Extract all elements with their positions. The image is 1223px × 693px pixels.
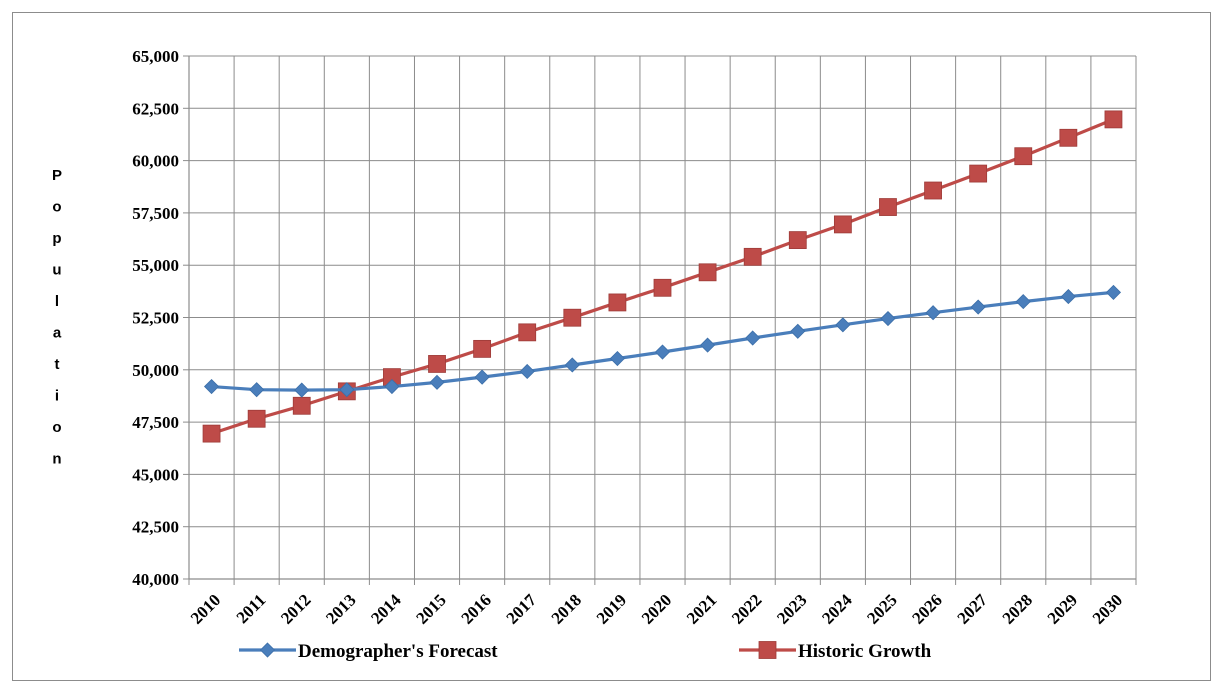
y-axis-label-letter: i bbox=[55, 388, 59, 405]
y-tick-label: 42,500 bbox=[132, 518, 179, 537]
x-tick-label: 2014 bbox=[367, 590, 405, 628]
axes bbox=[183, 55, 1137, 585]
y-tick-label: 45,000 bbox=[132, 465, 179, 484]
data-point-diamond bbox=[564, 357, 580, 373]
data-point-square bbox=[518, 323, 537, 342]
data-point-square bbox=[1104, 110, 1123, 129]
gridlines bbox=[188, 55, 1137, 580]
y-tick-label: 62,500 bbox=[132, 99, 179, 118]
data-point-diamond bbox=[790, 323, 806, 339]
data-point-square bbox=[969, 164, 988, 183]
data-point-square bbox=[1014, 147, 1033, 166]
y-tick-label: 60,000 bbox=[132, 152, 179, 171]
data-point-diamond bbox=[835, 317, 851, 333]
x-tick-label: 2015 bbox=[412, 590, 449, 627]
legend: Demographer's Forecast Historic Growth bbox=[239, 641, 932, 662]
y-tick-label: 65,000 bbox=[132, 47, 179, 66]
data-point-diamond bbox=[384, 378, 400, 395]
data-point-diamond bbox=[700, 337, 716, 353]
y-axis-label-letter: P bbox=[52, 167, 62, 184]
data-point-square bbox=[563, 308, 582, 327]
legend-label: Historic Growth bbox=[798, 641, 932, 662]
data-point-diamond bbox=[745, 330, 761, 346]
data-point-square bbox=[247, 409, 266, 428]
data-point-diamond bbox=[519, 363, 535, 380]
data-point-square bbox=[879, 198, 897, 216]
legend-item-demographers-forecast: Demographer's Forecast bbox=[239, 641, 498, 662]
data-point-square bbox=[473, 339, 492, 358]
y-tick-label: 50,000 bbox=[132, 361, 179, 380]
data-point-square bbox=[833, 215, 852, 234]
y-tick-labels: 40,000 42,500 45,000 47,500 50,000 52,500 55,0… bbox=[132, 47, 179, 589]
x-tick-label: 2016 bbox=[457, 590, 494, 627]
y-tick-label: 55,000 bbox=[132, 256, 179, 275]
x-tick-label: 2020 bbox=[638, 590, 675, 627]
x-tick-label: 2013 bbox=[322, 590, 359, 627]
x-tick-label: 2028 bbox=[999, 590, 1036, 627]
x-tick-labels: 2010 2011 2012 2013 2014 2015 2016 2017 2018 2019… bbox=[187, 590, 1126, 628]
series-historic-growth bbox=[202, 110, 1123, 443]
x-tick-label: 2025 bbox=[863, 590, 900, 627]
chart-frame bbox=[12, 12, 1211, 681]
data-point-square bbox=[743, 247, 762, 266]
data-point-square bbox=[758, 641, 777, 659]
data-point-square bbox=[698, 263, 717, 282]
data-point-diamond bbox=[249, 382, 265, 398]
y-axis-label-letter: t bbox=[55, 356, 60, 373]
legend-item-historic-growth: Historic Growth bbox=[739, 641, 932, 662]
data-point-diamond bbox=[259, 642, 276, 658]
x-tick-label: 2026 bbox=[908, 590, 945, 627]
x-tick-label: 2024 bbox=[818, 590, 856, 628]
y-axis-label-letter: o bbox=[52, 199, 61, 216]
series-demographers-forecast bbox=[203, 284, 1122, 398]
data-point-square bbox=[428, 355, 446, 373]
data-point-square bbox=[924, 181, 942, 200]
data-point-square bbox=[1059, 128, 1078, 147]
data-point-diamond bbox=[294, 382, 310, 398]
x-tick-label: 2022 bbox=[728, 590, 765, 627]
y-axis-label-letter: a bbox=[53, 325, 62, 342]
data-point-diamond bbox=[1015, 294, 1031, 310]
x-tick-label: 2012 bbox=[277, 590, 314, 627]
y-tick-label: 40,000 bbox=[132, 570, 179, 589]
data-point-diamond bbox=[1105, 284, 1122, 300]
x-tick-label: 2029 bbox=[1044, 590, 1081, 627]
data-point-diamond bbox=[203, 378, 220, 395]
x-tick-label: 2010 bbox=[187, 590, 224, 627]
y-axis-label-letter: o bbox=[52, 419, 61, 436]
legend-label: Demographer's Forecast bbox=[298, 641, 498, 662]
x-tick-label: 2023 bbox=[773, 590, 810, 627]
data-point-square bbox=[653, 278, 672, 297]
x-tick-label: 2030 bbox=[1089, 590, 1126, 627]
series-group bbox=[202, 110, 1123, 443]
y-axis-label-letter: n bbox=[52, 451, 61, 468]
data-point-square bbox=[292, 396, 311, 415]
data-point-diamond bbox=[429, 374, 445, 390]
data-point-diamond bbox=[880, 310, 896, 327]
y-tick-label: 47,500 bbox=[132, 413, 179, 432]
y-axis-label-letter: u bbox=[52, 262, 61, 279]
x-tick-label: 2021 bbox=[683, 590, 720, 627]
y-axis-label-letter: l bbox=[55, 293, 59, 310]
data-point-square bbox=[202, 424, 221, 443]
data-point-diamond bbox=[1060, 289, 1076, 305]
data-point-diamond bbox=[654, 344, 671, 360]
data-point-diamond bbox=[970, 299, 986, 315]
x-tick-label: 2017 bbox=[503, 590, 541, 628]
x-tick-label: 2019 bbox=[593, 590, 630, 627]
data-point-diamond bbox=[339, 382, 355, 398]
data-point-diamond bbox=[609, 350, 625, 367]
data-point-square bbox=[608, 293, 627, 312]
data-point-square bbox=[788, 231, 807, 249]
data-point-diamond bbox=[925, 305, 941, 321]
y-tick-label: 52,500 bbox=[132, 309, 179, 328]
y-tick-label: 57,500 bbox=[132, 204, 179, 223]
x-tick-label: 2018 bbox=[548, 590, 585, 627]
x-tick-label: 2027 bbox=[954, 590, 992, 628]
y-axis-label-letter: p bbox=[52, 230, 61, 247]
x-tick-label: 2011 bbox=[233, 590, 270, 627]
data-point-diamond bbox=[474, 369, 490, 385]
